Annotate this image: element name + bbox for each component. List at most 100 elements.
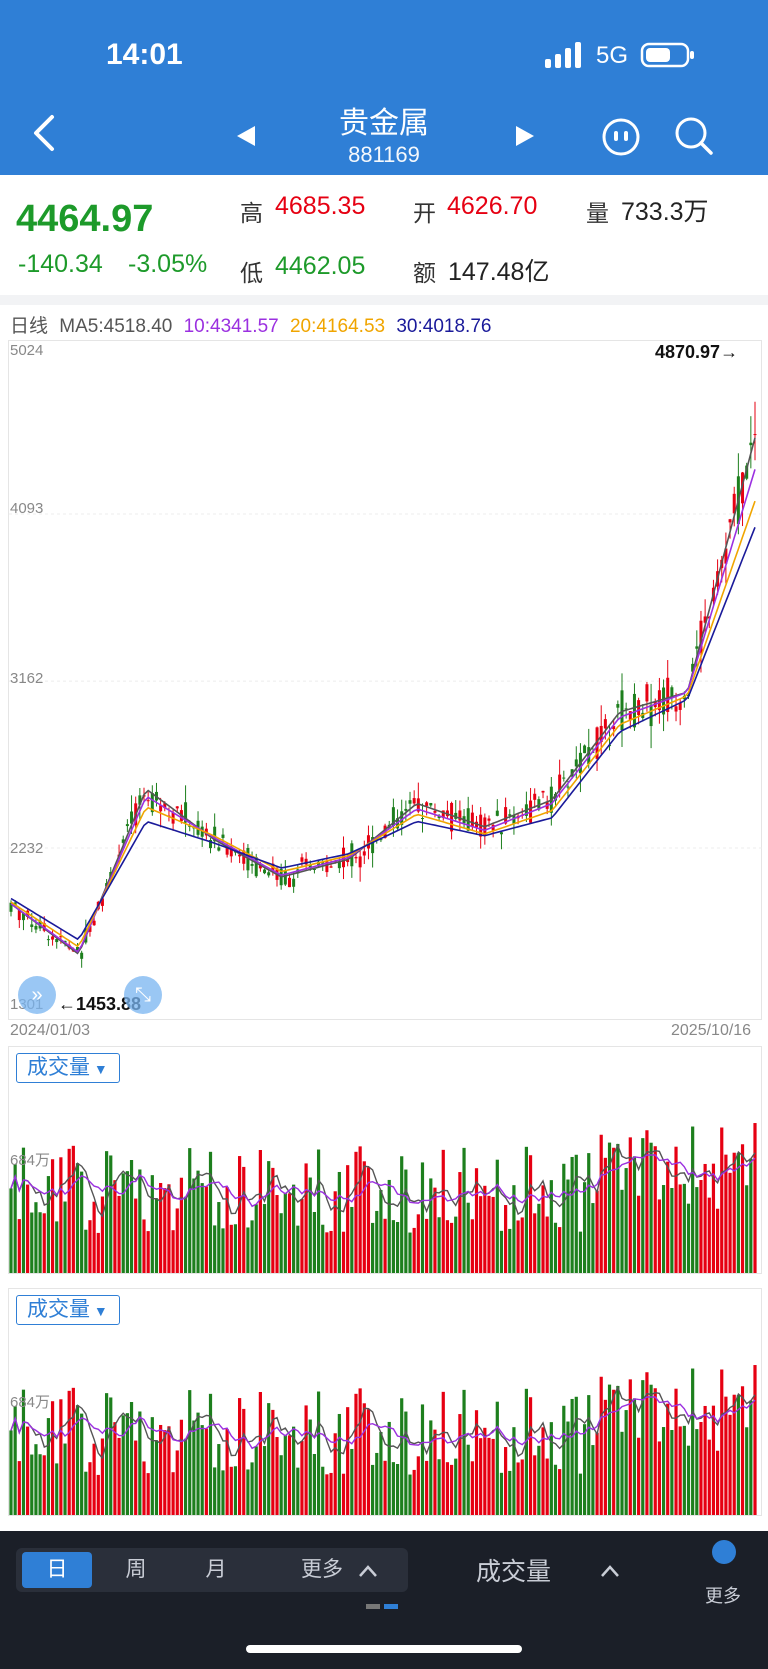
volume-bar: [479, 1196, 483, 1273]
volume-bar: [516, 1462, 520, 1515]
end-date: 2025/10/16: [671, 1022, 752, 1039]
volume-bar: [404, 1411, 408, 1515]
ma10-value: 10:4341.57: [183, 316, 279, 337]
indicator-select[interactable]: 成交量: [476, 1558, 552, 1586]
volume-bar: [17, 1461, 21, 1515]
volume-bar: [125, 1171, 129, 1273]
volume-bar: [657, 1441, 662, 1515]
candle-body: [308, 864, 312, 869]
volume-tick-1: 684万: [10, 1152, 51, 1169]
candle-body: [666, 677, 670, 713]
ma-line-20: [10, 500, 756, 948]
more-button-label[interactable]: 更多: [705, 1586, 741, 1606]
volume-bar: [508, 1228, 512, 1273]
candle-body: [404, 808, 408, 811]
candle-body: [138, 795, 142, 805]
volume-bar: [682, 1425, 686, 1515]
candle-body: [263, 869, 267, 874]
next-triangle-icon[interactable]: [514, 124, 536, 148]
volume-bar: [71, 1387, 75, 1515]
volume-bar: [387, 1421, 391, 1515]
candle-body: [753, 434, 757, 436]
volume-bar: [620, 1431, 624, 1515]
period-week-tab[interactable]: 周: [125, 1558, 147, 1581]
volume-bar: [366, 1409, 371, 1515]
volume-bar: [449, 1222, 454, 1273]
chevron-up-icon[interactable]: [358, 1564, 378, 1578]
candle-body: [749, 442, 753, 446]
volume-bar: [470, 1461, 474, 1515]
volume-bar: [196, 1170, 200, 1273]
volume-bar: [213, 1467, 217, 1515]
volume-bar: [200, 1183, 204, 1273]
volume-bar: [121, 1415, 125, 1515]
candle-body: [429, 802, 433, 806]
volume-indicator-select-1[interactable]: 成交量 ▼: [16, 1053, 120, 1083]
candle-body: [732, 493, 736, 514]
more-periods-button[interactable]: 更多: [301, 1558, 343, 1581]
candle-body: [450, 802, 454, 832]
back-arrow-icon[interactable]: [28, 113, 64, 153]
volume-bar: [649, 1142, 653, 1273]
chat-bot-icon[interactable]: [600, 116, 642, 158]
volume-indicator-select-2[interactable]: 成交量 ▼: [16, 1295, 120, 1325]
candle-body: [76, 947, 80, 952]
volume-bar: [150, 1175, 154, 1273]
candle-body: [225, 847, 229, 855]
candle-body: [250, 864, 254, 866]
volume-bar: [408, 1474, 412, 1515]
expand-left-icon[interactable]: »: [18, 976, 56, 1014]
volume-bar: [616, 1143, 620, 1273]
volume-bar: [258, 1150, 262, 1273]
candle-body: [695, 646, 699, 649]
volume-bar: [682, 1183, 686, 1273]
search-icon[interactable]: [672, 114, 714, 156]
page-indicator: [366, 1604, 380, 1609]
volume-bar: [88, 1220, 92, 1273]
prev-triangle-icon[interactable]: [235, 124, 257, 148]
volume-bar: [167, 1184, 171, 1273]
period-month-tab[interactable]: 月: [205, 1558, 227, 1581]
volume-bar: [262, 1446, 267, 1515]
volume-bar: [292, 1426, 296, 1515]
volume-bar: [395, 1464, 400, 1515]
volume-bar: [292, 1184, 296, 1273]
candle-body: [420, 818, 424, 820]
dropdown-caret-icon: ▼: [90, 1303, 108, 1319]
volume-bar: [17, 1219, 21, 1273]
chevron-up-icon[interactable]: [600, 1564, 620, 1578]
fullscreen-icon[interactable]: ⤡: [124, 976, 162, 1014]
volume-bar: [192, 1178, 196, 1273]
volume-bar: [63, 1201, 67, 1273]
volume-bar: [275, 1195, 279, 1273]
candle-body: [508, 814, 512, 816]
volume-bar: [321, 1466, 325, 1515]
volume-bar: [711, 1163, 716, 1273]
more-icon[interactable]: [712, 1540, 736, 1564]
volume-bar: [632, 1398, 637, 1515]
volume-tick-2: 684万: [10, 1394, 51, 1411]
volume-bar: [146, 1473, 150, 1515]
volume-bar: [624, 1168, 628, 1273]
period-day-tab[interactable]: 日: [22, 1552, 92, 1588]
start-date: 2024/01/03: [10, 1022, 91, 1039]
volume-bar: [479, 1438, 483, 1515]
ma20-value: 20:4164.53: [289, 316, 386, 337]
volume-bar: [674, 1146, 678, 1273]
volume-bar: [433, 1187, 437, 1273]
candle-body: [599, 725, 603, 743]
volume-bar: [495, 1401, 499, 1515]
volume-bar: [749, 1158, 753, 1273]
volume-bar: [711, 1405, 716, 1515]
candle-body: [558, 774, 562, 791]
volume-bar: [233, 1224, 238, 1273]
candle-body: [632, 693, 636, 728]
kline-chart[interactable]: [8, 340, 763, 1020]
volume-bar: [653, 1388, 657, 1515]
volume-bar: [175, 1450, 179, 1515]
volume-svg-1: [9, 1123, 757, 1273]
ma-line-30: [10, 527, 756, 941]
volume-bar: [129, 1160, 134, 1273]
volume-bar: [533, 1455, 537, 1515]
volume-bar: [163, 1188, 167, 1273]
